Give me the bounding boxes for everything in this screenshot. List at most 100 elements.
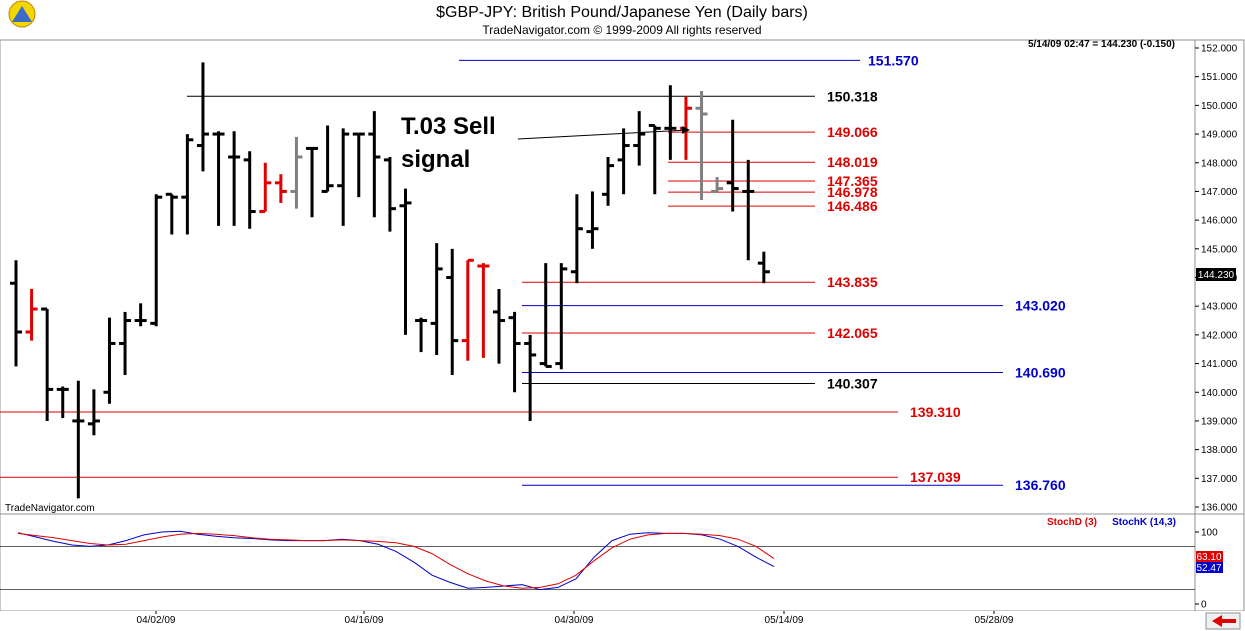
price-tick-label: 146.000 [1201, 216, 1238, 227]
stoch-tick-label: 0 [1201, 600, 1207, 611]
price-bar [352, 132, 365, 198]
price-bar [337, 128, 350, 226]
level-label: 143.020 [1015, 298, 1066, 314]
price-bar [555, 263, 568, 370]
level-label: 151.570 [868, 52, 919, 68]
stochd-value-label: 63.10 [1196, 552, 1221, 563]
level-label: 140.690 [1015, 364, 1066, 380]
price-bar [726, 119, 739, 212]
stoch-tick-label: 100 [1201, 528, 1218, 539]
price-bar [461, 258, 474, 361]
annotation-arrow [517, 126, 690, 140]
price-tick-label: 140.000 [1201, 388, 1238, 399]
price-panel [0, 39, 1196, 515]
price-bar [228, 131, 241, 226]
price-bar [306, 146, 319, 218]
level-label: 146.978 [827, 184, 878, 200]
price-bar [87, 389, 100, 436]
price-tick-label: 152.000 [1201, 44, 1238, 55]
price-bar [539, 263, 552, 368]
level-label: 136.760 [1015, 477, 1066, 493]
stochk-value-marker: 52.47 [1196, 562, 1223, 574]
chart-subtitle: TradeNavigator.com © 1999-2009 All right… [482, 23, 761, 37]
sell-signal-annotation-line1: T.03 Sell [401, 113, 496, 140]
price-tick-label: 142.000 [1201, 330, 1238, 341]
price-bar [150, 194, 163, 327]
price-bar [415, 317, 428, 353]
price-bar [383, 157, 396, 232]
stochd-value-marker: 63.10 [1196, 551, 1223, 563]
price-bar [757, 251, 770, 284]
price-bar [742, 159, 755, 261]
price-tick-label: 148.000 [1201, 158, 1238, 169]
price-tick-label: 150.000 [1201, 101, 1238, 112]
level-label: 139.310 [910, 404, 961, 420]
price-bar [119, 311, 132, 376]
price-bar [477, 263, 490, 358]
price-bar [602, 157, 615, 206]
stochk-value-label: 52.47 [1196, 563, 1221, 574]
price-bar [290, 136, 303, 209]
date-axis [0, 611, 1245, 631]
price-tick-label: 141.000 [1201, 359, 1238, 370]
price-bar [524, 334, 537, 421]
legend-stochd: StochD (3) [1047, 517, 1097, 528]
price-bar [321, 125, 334, 193]
stochk-line [17, 530, 775, 591]
price-tick-label: 139.000 [1201, 416, 1238, 427]
price-bar [10, 260, 22, 367]
price-bar [212, 131, 225, 226]
last-price-label: 144.230 [1198, 270, 1235, 281]
price-tick-label: 136.000 [1201, 503, 1238, 514]
last-price-marker: 144.230 [1196, 268, 1236, 281]
price-bar [25, 288, 38, 341]
level-label: 142.065 [827, 325, 878, 341]
level-label: 147.365 [827, 173, 878, 189]
date-tick-label: 05/28/09 [975, 615, 1014, 626]
price-bar [368, 111, 381, 218]
price-bar [648, 123, 661, 195]
price-tick-label: 149.000 [1201, 130, 1238, 141]
date-tick-label: 05/14/09 [765, 615, 804, 626]
level-label: 140.307 [827, 375, 878, 391]
price-bar [274, 174, 287, 203]
price-bar [259, 162, 272, 214]
date-tick-label: 04/30/09 [555, 615, 594, 626]
price-bar [508, 311, 521, 393]
price-bar [134, 303, 147, 327]
scroll-left-arrow-icon[interactable] [1205, 612, 1241, 630]
trade-navigator-logo-icon [8, 0, 36, 28]
stochastic-axis-ticks: 100 0 [1195, 528, 1218, 611]
price-bar [586, 191, 599, 249]
level-label: 137.039 [910, 469, 961, 485]
price-bar [72, 380, 85, 499]
chart-title: $GBP-JPY: British Pound/Japanese Yen (Da… [436, 4, 808, 21]
price-bar [570, 194, 583, 284]
legend-stochk: StochK (14,3) [1112, 517, 1176, 528]
price-bar [695, 91, 708, 201]
level-label: 143.835 [827, 274, 878, 290]
stochastic-panel [0, 513, 1196, 612]
price-tick-label: 145.000 [1201, 244, 1238, 255]
price-tick-label: 147.000 [1201, 187, 1238, 198]
price-bar [41, 307, 54, 421]
price-tick-label: 137.000 [1201, 474, 1238, 485]
price-bar [430, 243, 443, 355]
level-label: 146.486 [827, 198, 878, 214]
level-label: 149.066 [827, 124, 878, 140]
price-bar [664, 85, 677, 160]
price-bar [633, 111, 646, 166]
price-bar [446, 248, 459, 376]
price-bar [165, 192, 178, 235]
level-label: 148.019 [827, 154, 878, 170]
date-axis-ticks: 04/02/09 04/16/09 04/30/09 05/14/09 05/28/09 [137, 611, 1014, 626]
price-bar [711, 177, 724, 193]
price-bar [492, 288, 505, 364]
price-bar [399, 188, 412, 335]
price-bar [243, 151, 256, 229]
price-tick-label: 151.000 [1201, 72, 1238, 83]
price-tick-label: 138.000 [1201, 445, 1238, 456]
price-bar [617, 128, 630, 195]
